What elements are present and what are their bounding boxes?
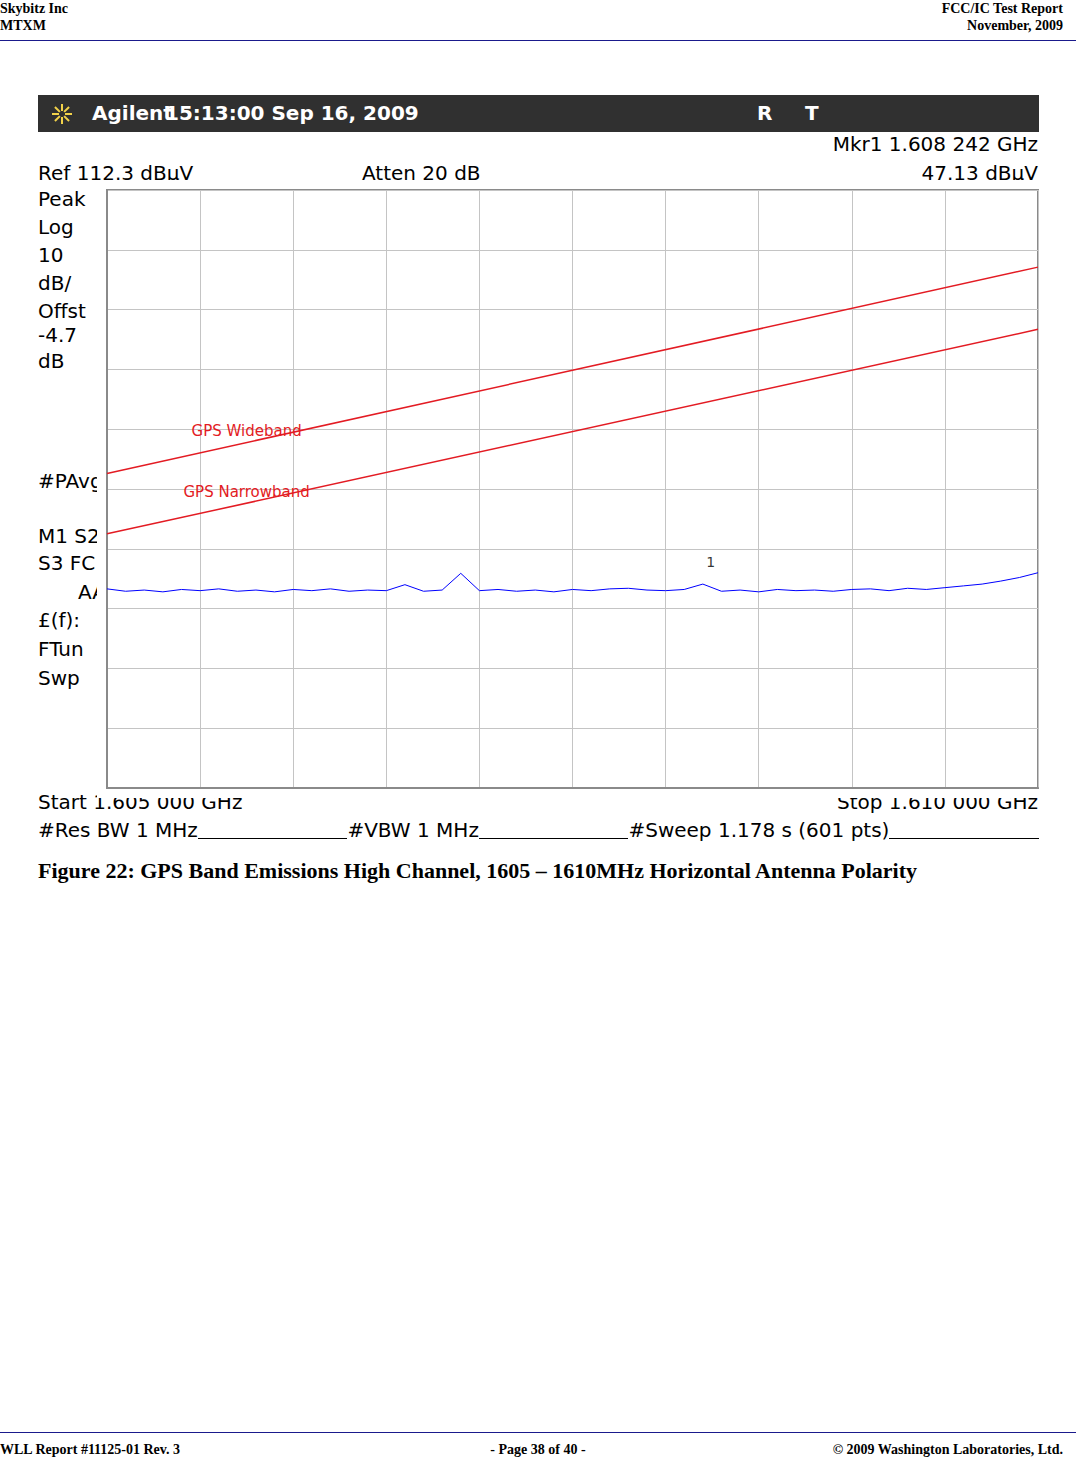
html-text:AA: AA — [78, 580, 106, 604]
html-text:-4.7: -4.7 — [38, 323, 77, 347]
html-text:Log: Log — [38, 215, 74, 239]
html-text:Offst: Offst — [38, 299, 86, 323]
html-text:MTXM: MTXM — [0, 18, 46, 33]
html-text:Peak: Peak — [38, 187, 86, 211]
html-text:R: R — [757, 101, 773, 125]
html-text:Agilent: Agilent — [92, 101, 173, 125]
html-text:#PAvg: #PAvg — [38, 469, 103, 493]
html-text:Stop 1.610 000 GHz: Stop 1.610 000 GHz — [837, 790, 1038, 814]
html-text:T: T — [805, 101, 819, 125]
html-text:WLL Report #11125-01 Rev. 3: WLL Report #11125-01 Rev. 3 — [0, 1442, 181, 1457]
html-text:15:13:00 Sep 16, 2009: 15:13:00 Sep 16, 2009 — [165, 101, 419, 125]
html-text:Skybitz Inc: Skybitz Inc — [0, 1, 69, 16]
html-text:#Res BW 1 MHz: #Res BW 1 MHz — [38, 818, 198, 842]
svg-text:1: 1 — [706, 554, 715, 570]
html-text:© 2009 Washington Laboratories: © 2009 Washington Laboratories, Ltd. — [832, 1442, 1063, 1457]
svg-text:GPS Wideband: GPS Wideband — [192, 422, 302, 440]
html-text:- Page 38 of 40 -: - Page 38 of 40 - — [490, 1442, 586, 1457]
html-text:Ref 112.3 dBµV: Ref 112.3 dBµV — [38, 161, 194, 185]
html-text:November, 2009: November, 2009 — [967, 18, 1063, 33]
html-text:Atten 20 dB: Atten 20 dB — [362, 161, 481, 185]
html-text:£(f):: £(f): — [38, 608, 81, 632]
html-text:dB/: dB/ — [38, 271, 72, 295]
html-text:M1 S2: M1 S2 — [38, 524, 100, 548]
html-text:dB: dB — [38, 349, 65, 373]
html-text:FCC/IC Test Report: FCC/IC Test Report — [941, 1, 1063, 16]
html-text:#Sweep 1.178 s (601 pts): #Sweep 1.178 s (601 pts) — [628, 818, 890, 842]
html-text:#VBW 1 MHz: #VBW 1 MHz — [347, 818, 479, 842]
html-text:Start 1.605 000 GHz: Start 1.605 000 GHz — [38, 790, 243, 814]
html-text:S3 FC: S3 FC — [38, 551, 96, 575]
html-text:Figure 22: GPS Band Emissions: Figure 22: GPS Band Emissions High Chann… — [38, 858, 917, 883]
svg-text:GPS Narrowband: GPS Narrowband — [183, 483, 309, 501]
html-text:47.13 dBµV: 47.13 dBµV — [921, 161, 1038, 185]
html-text:Swp: Swp — [38, 666, 80, 690]
html-text:FTun: FTun — [38, 637, 84, 661]
html-text:10: 10 — [38, 243, 64, 267]
html-text:Mkr1 1.608 242 GHz: Mkr1 1.608 242 GHz — [832, 132, 1038, 156]
